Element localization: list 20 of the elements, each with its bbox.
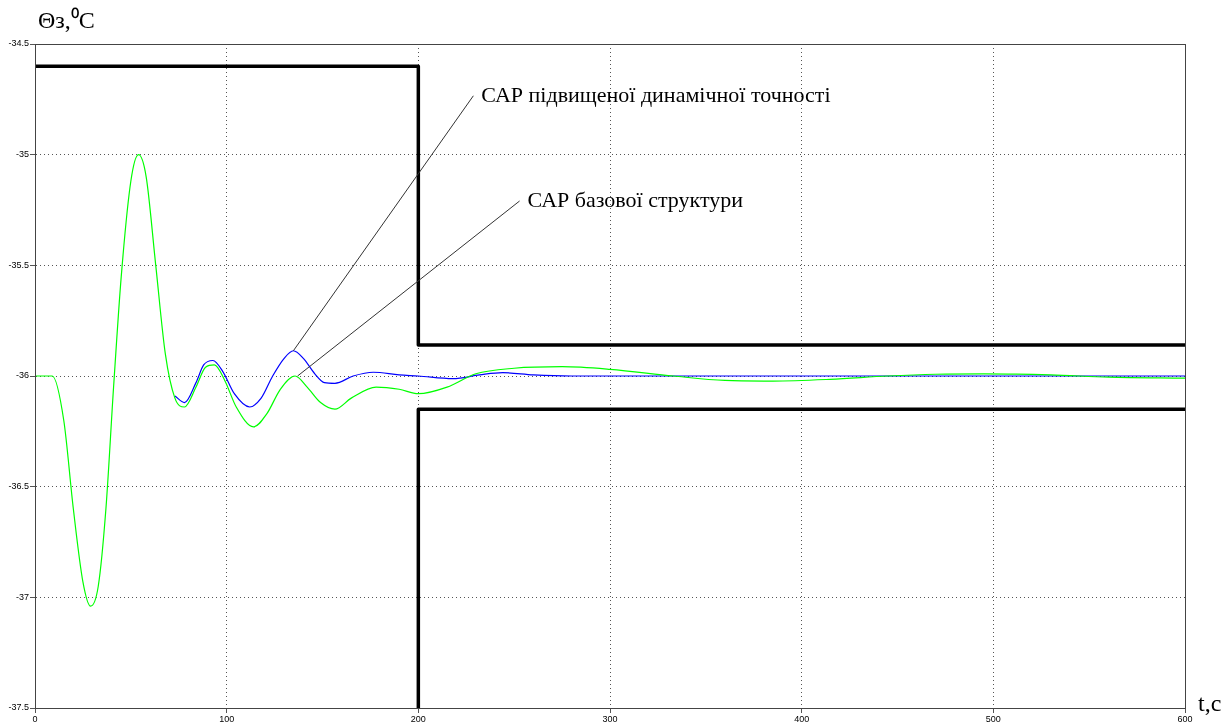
y-tick-label: -37	[15, 591, 29, 602]
annotation: САР базової структури	[527, 186, 744, 212]
y-tick-label: -35.5	[8, 259, 29, 270]
x-tick-label: 0	[32, 713, 38, 722]
x-tick-label: 300	[602, 713, 618, 722]
x-tick-label: 600	[1177, 713, 1193, 722]
line-series	[174, 350, 1185, 408]
x-axis-title: t,с	[1198, 690, 1222, 717]
x-tick-label: 500	[985, 713, 1001, 722]
y-tick-label: -35	[15, 149, 29, 160]
y-tick-label: -36.5	[8, 481, 29, 492]
annotation: САР підвищеної динамічної точності	[481, 81, 831, 107]
y-tick-label: -37.5	[8, 702, 29, 713]
x-tick-label: 400	[794, 713, 810, 722]
x-tick-label: 200	[410, 713, 426, 722]
y-tick-label: -34.5	[8, 38, 29, 49]
x-tick-label: 100	[219, 713, 235, 722]
y-tick-label: -36	[15, 370, 29, 381]
y-axis-title: Θз,⁰C	[38, 6, 95, 35]
line-series	[35, 154, 1185, 607]
